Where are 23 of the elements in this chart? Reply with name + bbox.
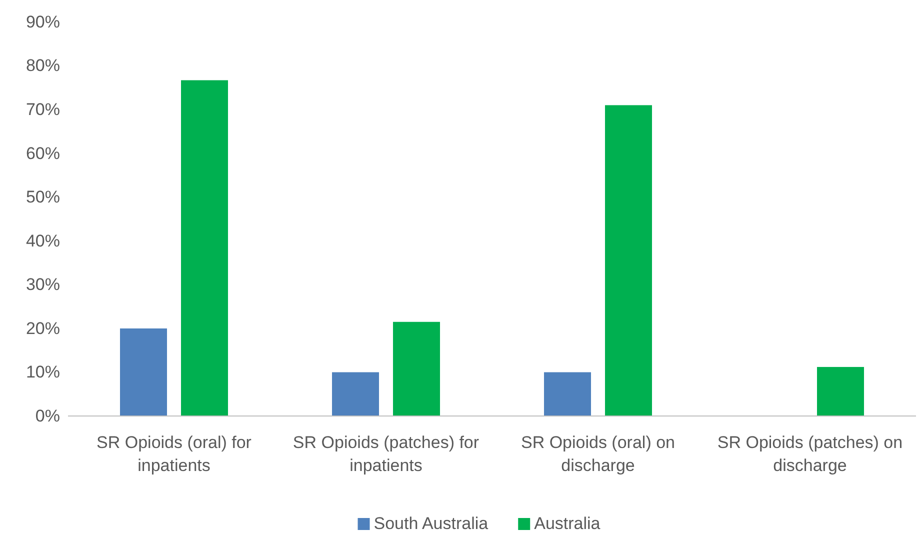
y-tick-label: 80% — [26, 56, 60, 76]
legend-label: Australia — [534, 514, 601, 533]
x-tick-label: SR Opioids (patches) on discharge — [717, 433, 903, 475]
y-tick-label: 70% — [26, 100, 60, 119]
bar — [817, 366, 864, 416]
y-tick-label: 30% — [26, 275, 60, 294]
bar — [393, 322, 440, 416]
y-tick-label: 10% — [26, 362, 60, 382]
bar — [544, 372, 591, 416]
bar — [181, 80, 228, 416]
y-tick-label: 0% — [35, 406, 60, 426]
legend-label: South Australia — [374, 514, 489, 533]
y-tick-label: 60% — [26, 144, 60, 163]
bar — [605, 105, 652, 416]
x-tick-label: SR Opioids (oral) for inpatients — [96, 433, 252, 475]
y-tick-label: 40% — [26, 231, 60, 250]
x-tick-label: SR Opioids (oral) on discharge — [520, 433, 676, 475]
bar — [332, 372, 379, 416]
bar — [120, 328, 167, 416]
y-tick-label: 90% — [26, 12, 60, 32]
y-tick-label: 20% — [26, 318, 60, 338]
y-tick-label: 50% — [26, 188, 60, 207]
x-tick-label: SR Opioids (patches) for inpatients — [292, 433, 480, 475]
